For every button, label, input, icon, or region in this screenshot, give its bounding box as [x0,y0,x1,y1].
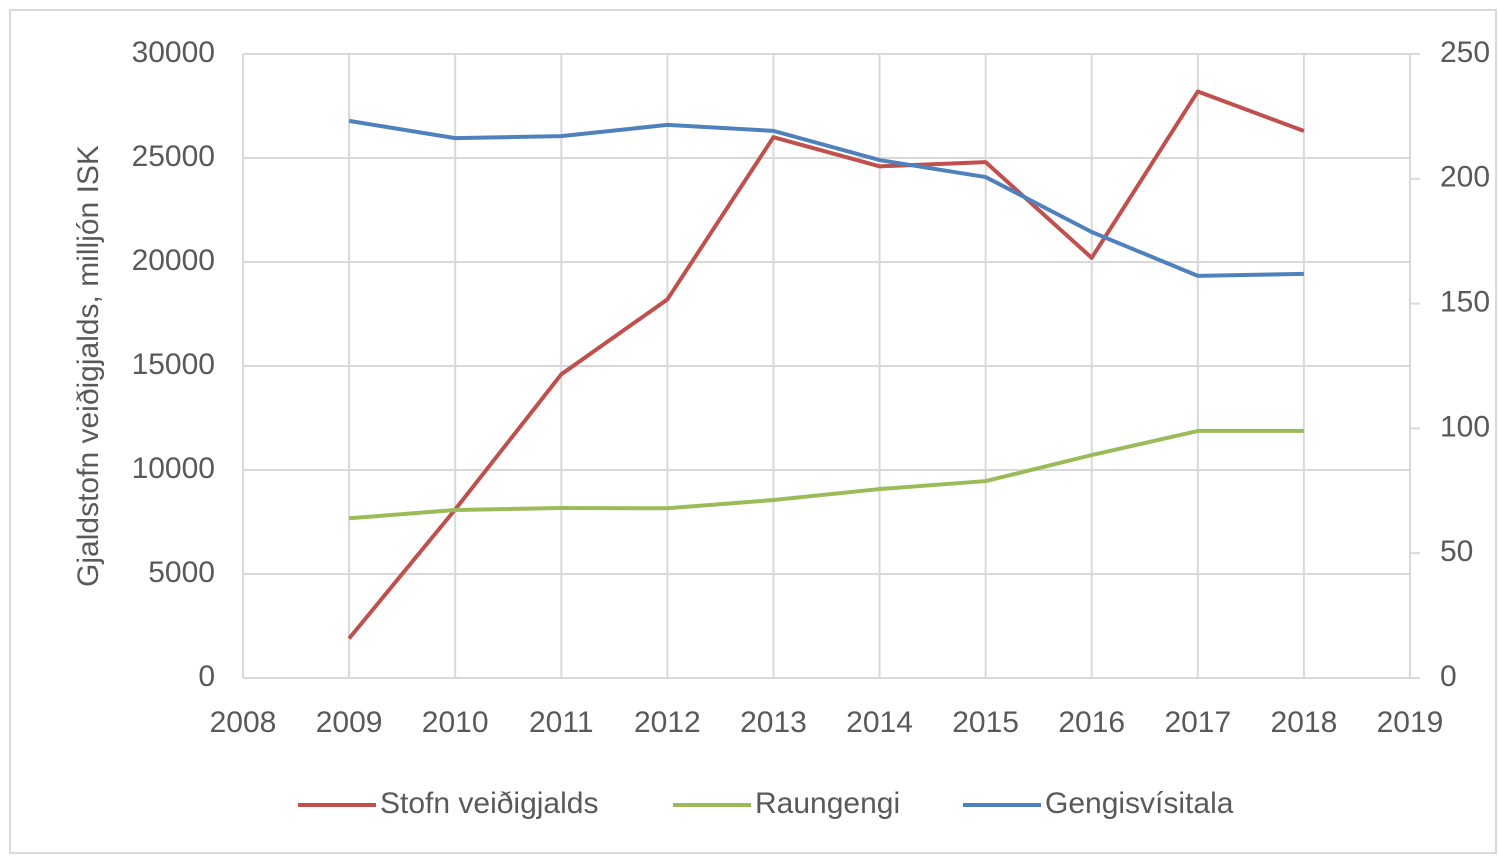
x-tick-label: 2015 [952,706,1019,739]
y-tick-label: 15000 [132,348,215,381]
y-tick-label: 25000 [132,140,215,173]
x-tick-label: 2017 [1164,706,1231,739]
y-tick-label: 10000 [132,452,215,485]
x-tick-label: 2012 [634,706,701,739]
y2-tick-label: 250 [1440,36,1490,69]
y2-tick-label: 100 [1440,410,1490,443]
line-series [348,428,1304,521]
legend-label: Stofn veiðigjalds [380,787,598,820]
legend-label: Gengisvísitala [1045,787,1234,820]
x-tick-label: 2011 [529,706,594,739]
legend-label: Raungengi [755,787,900,820]
x-tick-label: 2010 [422,706,489,739]
y-tick-label: 30000 [132,36,215,69]
y-tick-label: 5000 [148,556,215,589]
y-tick-label: 0 [198,660,215,693]
x-tick-label: 2009 [316,706,383,739]
x-tick-label: 2014 [846,706,913,739]
line-series [348,118,1304,278]
x-tick-label: 2008 [210,706,277,739]
x-tick-label: 2019 [1377,706,1444,739]
x-tick-label: 2018 [1271,706,1338,739]
y2-tick-label: 0 [1440,660,1457,693]
x-tick-label: 2013 [740,706,807,739]
y2-tick-label: 50 [1440,535,1473,568]
y-axis-label: Gjaldstofn veiðigjalds, milljón ISK [72,145,105,587]
x-tick-label: 2016 [1058,706,1125,739]
y-tick-label: 20000 [132,244,215,277]
line-series [347,89,1305,640]
y2-tick-label: 200 [1440,161,1490,194]
chart-frame [9,9,1497,854]
y2-tick-label: 150 [1440,286,1490,319]
